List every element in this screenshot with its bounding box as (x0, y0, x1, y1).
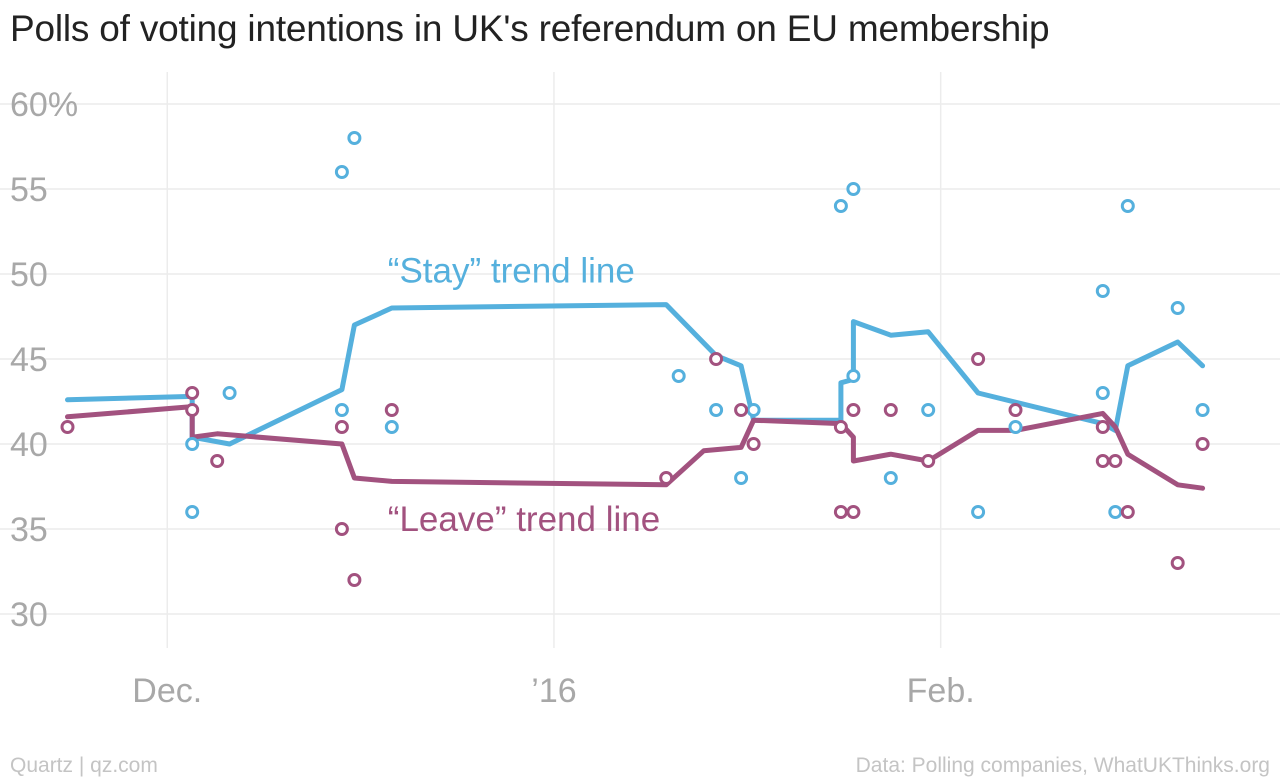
stay-trend-line (65, 302, 1206, 447)
stay-poll-point (1170, 301, 1185, 315)
stay-poll-point (883, 471, 898, 485)
stay-poll-point (846, 182, 861, 196)
stay-poll-point (971, 505, 986, 519)
leave-poll-point (746, 437, 761, 451)
stay-poll-point (384, 420, 399, 434)
x-tick-label: Dec. (132, 672, 202, 710)
stay-poll-point (1108, 505, 1123, 519)
poll-points (60, 131, 1210, 587)
leave-poll-point (1095, 420, 1110, 434)
stay-poll-point (1120, 199, 1135, 213)
leave-poll-point (833, 505, 848, 519)
stay-poll-point (671, 369, 686, 383)
stay-poll-point (185, 437, 200, 451)
leave-trend-annotation: “Leave” trend line (388, 500, 660, 539)
stay-poll-point (746, 403, 761, 417)
leave-poll-point (1108, 454, 1123, 468)
leave-poll-point (334, 522, 349, 536)
leave-poll-point (709, 352, 724, 366)
leave-poll-point (210, 454, 225, 468)
stay-poll-point (1095, 284, 1110, 298)
leave-poll-point (384, 403, 399, 417)
leave-poll-point (833, 420, 848, 434)
leave-poll-point (1095, 454, 1110, 468)
y-tick-label: 40 (10, 426, 48, 464)
leave-poll-point (971, 352, 986, 366)
y-tick-label: 30 (10, 596, 48, 634)
leave-poll-point (921, 454, 936, 468)
leave-poll-point (883, 403, 898, 417)
stay-poll-point (222, 386, 237, 400)
leave-poll-point (734, 403, 749, 417)
stay-poll-point (921, 403, 936, 417)
x-tick-label: ’16 (531, 672, 576, 710)
stay-poll-point (334, 403, 349, 417)
stay-poll-point (347, 131, 362, 145)
leave-poll-point (846, 403, 861, 417)
y-tick-label: 45 (10, 341, 48, 379)
leave-poll-point (1170, 556, 1185, 570)
leave-poll-point (185, 403, 200, 417)
chart-title: Polls of voting intentions in UK's refer… (10, 8, 1050, 49)
stay-poll-point (846, 369, 861, 383)
stay-poll-point (734, 471, 749, 485)
leave-poll-point (1120, 505, 1135, 519)
trend-lines (65, 302, 1206, 491)
leave-poll-point (347, 573, 362, 587)
y-tick-label: 50 (10, 256, 48, 294)
leave-poll-point (1195, 437, 1210, 451)
y-tick-label: 60% (10, 86, 78, 124)
leave-poll-point (60, 420, 75, 434)
footer-source-left: Quartz | qz.com (10, 754, 158, 777)
stay-trend-annotation: “Stay” trend line (388, 252, 635, 291)
stay-poll-point (334, 165, 349, 179)
leave-poll-point (1008, 403, 1023, 417)
leave-poll-point (659, 471, 674, 485)
footer-source-right: Data: Polling companies, WhatUKThinks.or… (855, 754, 1270, 777)
y-tick-label: 35 (10, 511, 48, 549)
leave-poll-point (846, 505, 861, 519)
x-tick-label: Feb. (907, 672, 975, 710)
y-axis-ticks: 30 35 40 45 50 55 60% (10, 86, 78, 634)
leave-poll-point (185, 386, 200, 400)
annotations: “Stay” trend line “Leave” trend line (388, 252, 660, 539)
stay-poll-point (185, 505, 200, 519)
leave-poll-point (334, 420, 349, 434)
stay-poll-point (833, 199, 848, 213)
stay-poll-point (1008, 420, 1023, 434)
stay-poll-point (1095, 386, 1110, 400)
x-axis-ticks: Dec. ’16 Feb. (132, 672, 974, 710)
stay-poll-point (1195, 403, 1210, 417)
grid (0, 72, 1280, 648)
y-tick-label: 55 (10, 171, 48, 209)
stay-poll-point (709, 403, 724, 417)
leave-trend-line (65, 404, 1206, 491)
